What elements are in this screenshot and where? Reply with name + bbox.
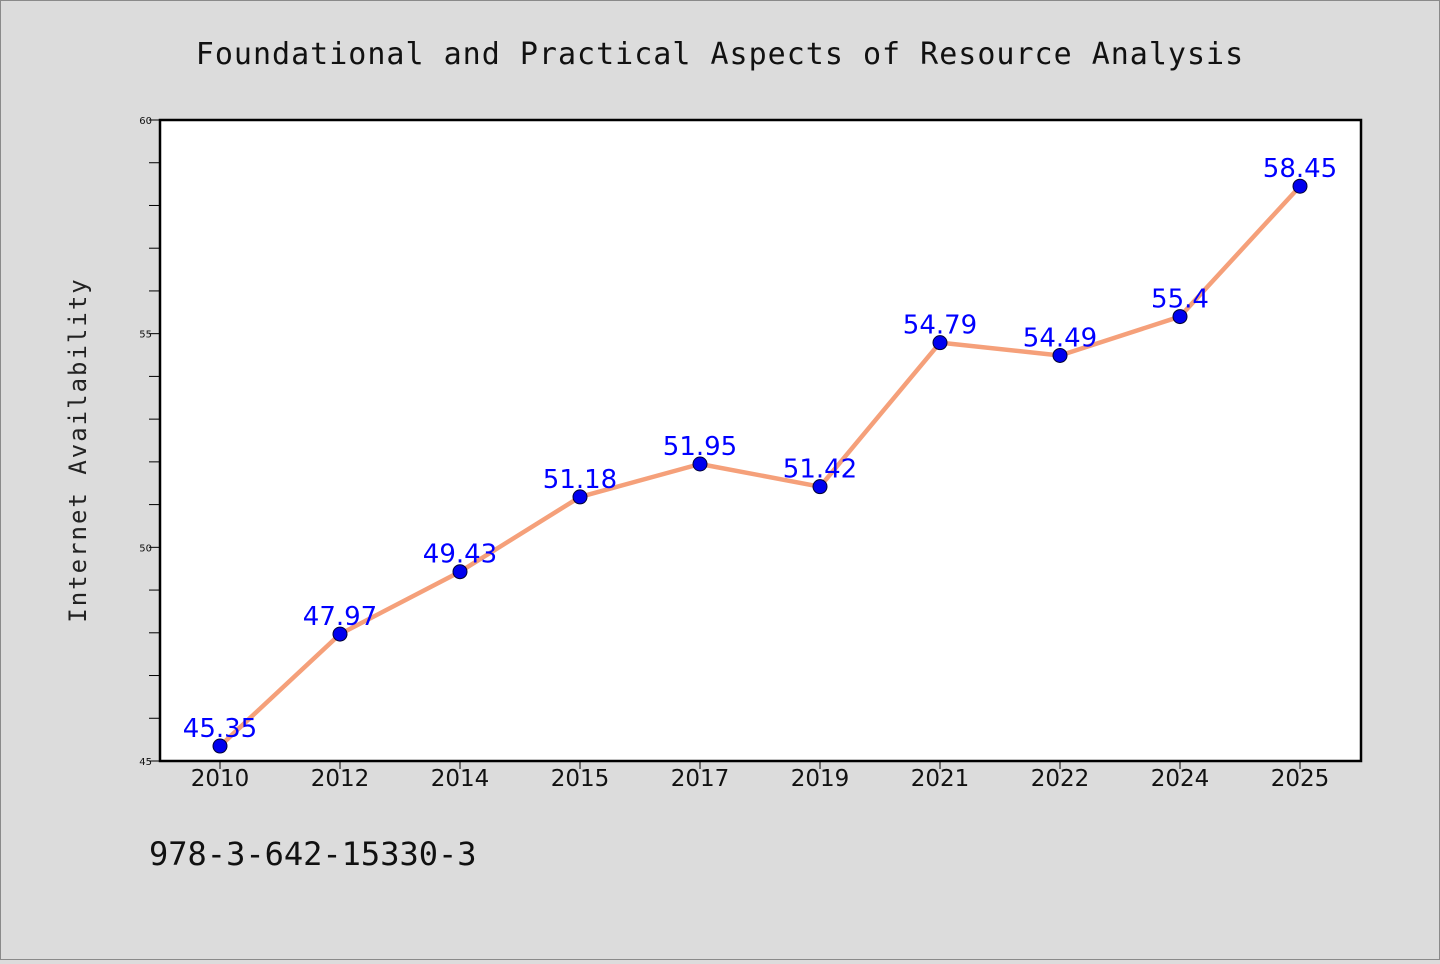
data-point: [1172, 309, 1188, 325]
data-label: 55.4: [1151, 285, 1209, 315]
data-point: [212, 738, 228, 754]
x-tick-label: 2015: [551, 766, 610, 792]
y-tick-label: 60: [139, 116, 152, 127]
data-point: [932, 335, 948, 351]
y-tick-label: 55: [139, 330, 152, 341]
data-point: [692, 456, 708, 472]
y-axis: 45 50 55 60: [139, 116, 160, 768]
x-tick-label: 2017: [671, 766, 730, 792]
data-label: 54.49: [1023, 323, 1097, 353]
series-line: [218, 184, 1302, 748]
data-label: 54.79: [903, 311, 977, 341]
x-tick-label: 2012: [311, 766, 370, 792]
plot-area: [158, 118, 1363, 763]
series-group: 45.35 47.97 49.43 51.18 51.95 51.42 54.79 54.49…: [183, 154, 1337, 754]
isbn-text: 978-3-642-15330-3: [149, 835, 477, 873]
data-point: [572, 489, 588, 505]
x-tick-label: 2022: [1031, 766, 1090, 792]
data-point: [332, 626, 348, 642]
x-axis: 2010 2012 2014 2015 2017 2019 2021 2022 2024 2025: [191, 761, 1330, 792]
chart-title: Foundational and Practical Aspects of Re…: [196, 37, 1244, 72]
data-label: 58.45: [1263, 154, 1337, 184]
data-point: [812, 479, 828, 495]
data-label: 51.18: [543, 465, 617, 495]
data-label: 51.95: [663, 432, 737, 462]
x-tick-label: 2024: [1151, 766, 1210, 792]
data-label: 51.42: [783, 455, 857, 485]
data-label: 45.35: [183, 714, 257, 744]
x-tick-label: 2021: [911, 766, 970, 792]
y-tick-label: 50: [139, 543, 152, 554]
data-point: [1292, 178, 1308, 194]
x-tick-label: 2014: [431, 766, 490, 792]
data-label: 49.43: [423, 540, 497, 570]
x-tick-label: 2019: [791, 766, 850, 792]
y-tick-label: 45: [139, 757, 152, 768]
data-point: [1052, 347, 1068, 363]
data-label: 47.97: [303, 602, 377, 632]
x-tick-label: 2010: [191, 766, 250, 792]
x-tick-label: 2025: [1271, 766, 1330, 792]
data-point: [452, 564, 468, 580]
y-axis-label: Internet Availability: [64, 277, 92, 622]
